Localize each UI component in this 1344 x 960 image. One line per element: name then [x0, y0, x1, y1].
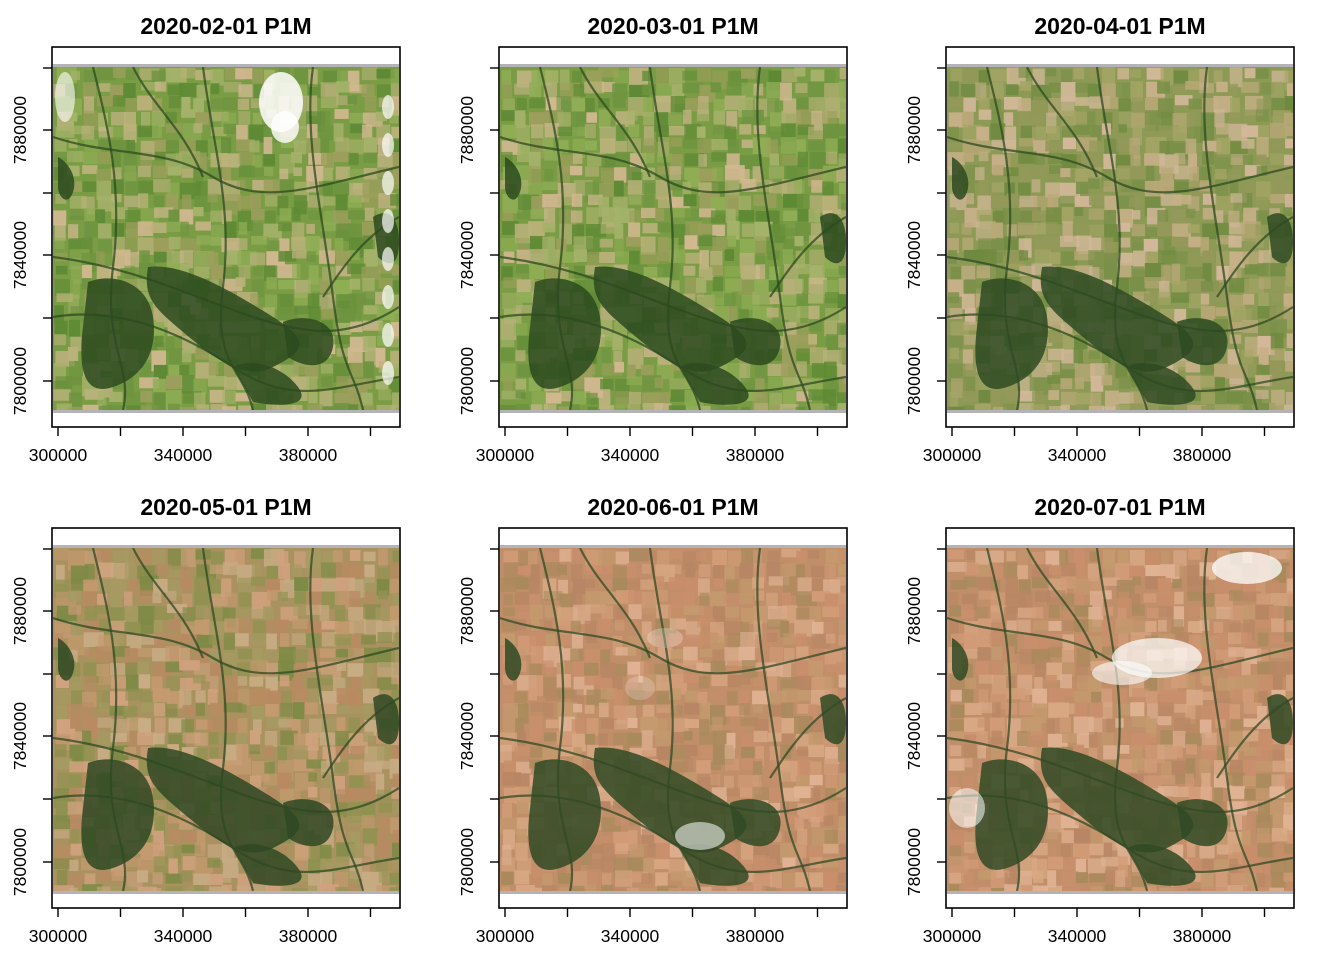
panel-title: 2020-03-01 P1M: [587, 13, 758, 39]
x-tick-label: 380000: [726, 445, 785, 465]
y-tick-label: 7800000: [904, 828, 924, 896]
y-tick-label: 7880000: [904, 96, 924, 164]
panel-title: 2020-06-01 P1M: [587, 494, 758, 520]
y-tick-label: 7880000: [457, 577, 477, 645]
nodata-band-top: [500, 545, 846, 548]
nodata-band-top: [947, 545, 1293, 548]
y-tick-label: 7800000: [10, 347, 30, 415]
y-tick-label: 7840000: [10, 221, 30, 289]
nodata-band-bottom: [53, 410, 399, 413]
satellite-image: [500, 548, 846, 891]
nodata-band-bottom: [500, 410, 846, 413]
y-tick-label: 7880000: [10, 577, 30, 645]
y-axis: 7800000 7840000 7880000: [457, 548, 499, 896]
x-tick-label: 300000: [923, 926, 982, 946]
plot-frame: [51, 46, 401, 428]
plot-frame: [945, 46, 1295, 428]
nodata-band-bottom: [500, 891, 846, 894]
nodata-band-bottom: [53, 891, 399, 894]
x-axis: 300000 340000 380000: [923, 908, 1266, 946]
y-axis: 7800000 7840000 7880000: [457, 67, 499, 415]
y-tick-label: 7880000: [904, 577, 924, 645]
plot-frame: [51, 527, 401, 909]
plot-frame: [498, 46, 848, 428]
panel-title: 2020-07-01 P1M: [1034, 494, 1205, 520]
y-axis: 7800000 7840000 7880000: [904, 67, 946, 415]
x-axis: 300000 340000 380000: [476, 908, 819, 946]
satellite-image: [947, 548, 1293, 891]
x-tick-label: 380000: [726, 926, 785, 946]
x-tick-label: 340000: [601, 445, 660, 465]
y-axis: 7800000 7840000 7880000: [10, 67, 52, 415]
nodata-band-bottom: [947, 410, 1293, 413]
x-tick-label: 340000: [154, 926, 213, 946]
satellite-image: [53, 67, 399, 410]
x-tick-label: 340000: [601, 926, 660, 946]
y-tick-label: 7800000: [10, 828, 30, 896]
y-tick-label: 7800000: [457, 347, 477, 415]
y-tick-label: 7840000: [904, 221, 924, 289]
panel-title: 2020-02-01 P1M: [140, 13, 311, 39]
nodata-band-top: [500, 64, 846, 67]
x-tick-label: 380000: [1173, 445, 1232, 465]
y-tick-label: 7840000: [457, 221, 477, 289]
nodata-band-top: [53, 64, 399, 67]
nodata-band-bottom: [947, 891, 1293, 894]
x-tick-label: 340000: [1048, 445, 1107, 465]
satellite-image: [53, 548, 399, 891]
x-axis: 300000 340000 380000: [29, 427, 372, 465]
plot-frame: [498, 527, 848, 909]
y-tick-label: 7840000: [10, 702, 30, 770]
x-tick-label: 300000: [29, 926, 88, 946]
satellite-image: [500, 67, 846, 410]
x-axis: 300000 340000 380000: [29, 908, 372, 946]
y-tick-label: 7800000: [904, 347, 924, 415]
y-axis: 7800000 7840000 7880000: [10, 548, 52, 896]
y-tick-label: 7800000: [457, 828, 477, 896]
x-tick-label: 380000: [279, 445, 338, 465]
y-tick-label: 7840000: [457, 702, 477, 770]
nodata-band-top: [947, 64, 1293, 67]
x-tick-label: 380000: [1173, 926, 1232, 946]
x-tick-label: 340000: [154, 445, 213, 465]
x-axis: 300000 340000 380000: [476, 427, 819, 465]
y-tick-label: 7840000: [904, 702, 924, 770]
y-tick-label: 7880000: [10, 96, 30, 164]
nodata-band-top: [53, 545, 399, 548]
y-axis: 7800000 7840000 7880000: [904, 548, 946, 896]
plot-frame: [945, 527, 1295, 909]
panel-title: 2020-04-01 P1M: [1034, 13, 1205, 39]
x-tick-label: 300000: [476, 926, 535, 946]
x-axis: 300000 340000 380000: [923, 427, 1266, 465]
x-tick-label: 300000: [29, 445, 88, 465]
satellite-image: [947, 67, 1293, 410]
x-tick-label: 300000: [476, 445, 535, 465]
x-tick-label: 340000: [1048, 926, 1107, 946]
x-tick-label: 380000: [279, 926, 338, 946]
x-tick-label: 300000: [923, 445, 982, 465]
panel-title: 2020-05-01 P1M: [140, 494, 311, 520]
y-tick-label: 7880000: [457, 96, 477, 164]
